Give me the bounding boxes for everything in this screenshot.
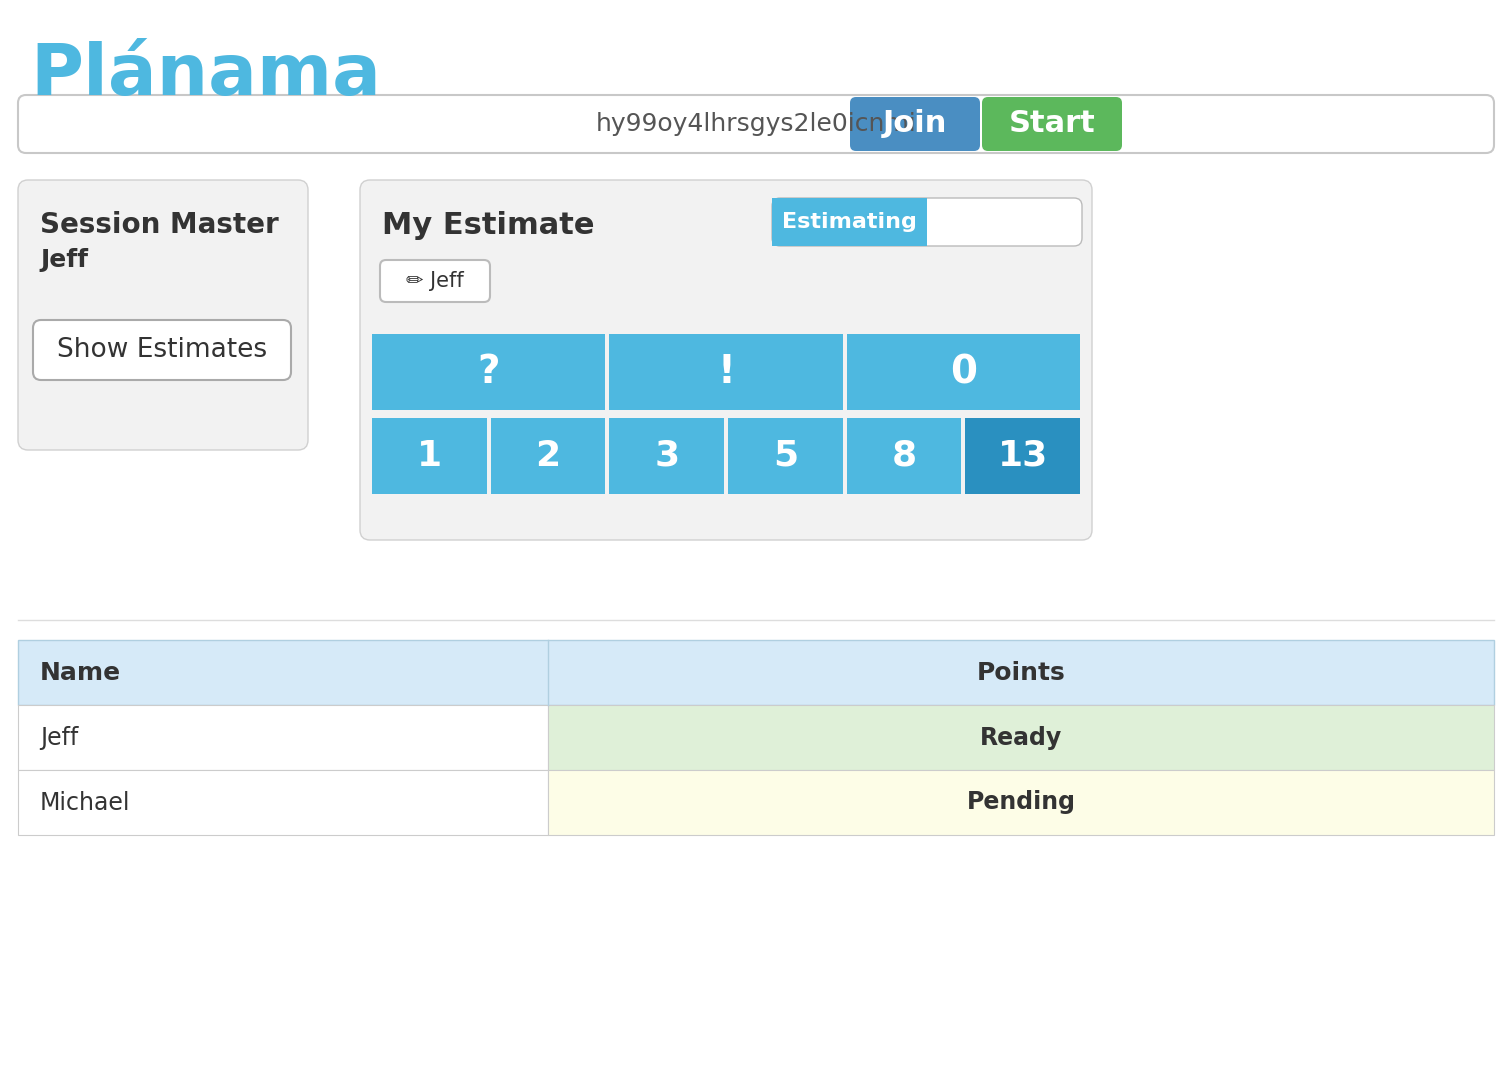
Text: 2: 2 (535, 439, 561, 473)
FancyBboxPatch shape (981, 97, 1122, 151)
Text: Michael: Michael (39, 791, 130, 814)
Text: Pending: Pending (966, 791, 1075, 814)
Text: ?: ? (478, 353, 500, 391)
FancyBboxPatch shape (847, 334, 1080, 410)
FancyBboxPatch shape (773, 198, 1083, 246)
FancyBboxPatch shape (18, 770, 547, 835)
FancyBboxPatch shape (609, 418, 724, 494)
FancyBboxPatch shape (18, 705, 547, 770)
Text: Session Master: Session Master (39, 211, 278, 239)
FancyBboxPatch shape (18, 95, 1494, 153)
Text: Points: Points (977, 660, 1066, 685)
Text: My Estimate: My Estimate (383, 211, 594, 240)
Text: 1: 1 (417, 439, 442, 473)
FancyBboxPatch shape (609, 334, 842, 410)
Text: !: ! (717, 353, 735, 391)
FancyBboxPatch shape (727, 418, 842, 494)
FancyBboxPatch shape (380, 260, 490, 302)
FancyBboxPatch shape (18, 640, 1494, 705)
FancyBboxPatch shape (372, 334, 605, 410)
FancyBboxPatch shape (18, 180, 308, 450)
Text: 5: 5 (773, 439, 798, 473)
Text: 0: 0 (950, 353, 977, 391)
FancyBboxPatch shape (372, 418, 487, 494)
Text: ✏ Jeff: ✏ Jeff (407, 271, 464, 291)
Text: 3: 3 (655, 439, 679, 473)
FancyBboxPatch shape (547, 770, 1494, 835)
FancyBboxPatch shape (773, 198, 927, 246)
Text: 8: 8 (892, 439, 916, 473)
Text: Join: Join (883, 109, 947, 138)
Text: hy99oy4lhrsgys2le0icnmi: hy99oy4lhrsgys2le0icnmi (596, 112, 916, 136)
FancyBboxPatch shape (547, 705, 1494, 770)
Text: Jeff: Jeff (39, 725, 79, 749)
FancyBboxPatch shape (360, 180, 1092, 540)
FancyBboxPatch shape (491, 418, 605, 494)
FancyBboxPatch shape (847, 418, 962, 494)
Text: Jeff: Jeff (39, 248, 88, 272)
Text: Start: Start (1009, 109, 1095, 138)
Text: Show Estimates: Show Estimates (57, 337, 268, 363)
Text: Name: Name (39, 660, 121, 685)
Text: 13: 13 (998, 439, 1048, 473)
FancyBboxPatch shape (33, 320, 290, 380)
Text: Plánama: Plánama (30, 41, 381, 109)
Text: Estimating: Estimating (782, 212, 916, 232)
FancyBboxPatch shape (850, 97, 980, 151)
Text: Ready: Ready (980, 725, 1061, 749)
FancyBboxPatch shape (965, 418, 1080, 494)
